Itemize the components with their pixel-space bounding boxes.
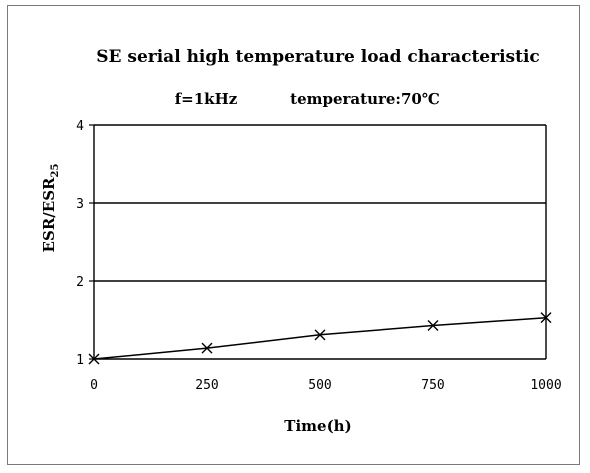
x-tick-label-250: 250 (195, 378, 218, 393)
svg-text:ESR/ESR25: ESR/ESR25 (40, 164, 61, 253)
x-tick-label-1000: 1000 (530, 378, 561, 393)
series-line-0 (93, 316, 547, 360)
data-point-250 (201, 342, 213, 354)
y-tick-label-2: 2 (76, 275, 84, 290)
y-tick-label-3: 3 (76, 197, 84, 212)
y-axis-label-main: ESR/ESR (40, 177, 58, 252)
y-axis-label: ESR/ESR25 (40, 164, 61, 253)
chart-frame (7, 5, 580, 465)
x-tick-label-0: 0 (90, 378, 98, 393)
chart-subtitle-frequency: f=1kHz (175, 90, 238, 108)
y-tick-label-1: 1 (76, 353, 84, 368)
data-point-1000 (540, 312, 552, 324)
chart-subtitle-temperature: temperature:70℃ (290, 90, 440, 108)
chart-title: SE serial high temperature load characte… (96, 47, 540, 67)
x-tick-label-500: 500 (308, 378, 331, 393)
data-point-0 (88, 353, 100, 365)
x-axis-label: Time(h) (284, 417, 351, 435)
y-axis-label-subscript: 25 (50, 164, 61, 178)
y-tick-label-4: 4 (76, 119, 84, 134)
data-point-500 (314, 329, 326, 341)
x-tick-label-750: 750 (421, 378, 444, 393)
data-point-750 (427, 319, 439, 331)
plot-area: 1 2 3 4 0 250 500 750 1000 (76, 119, 561, 393)
